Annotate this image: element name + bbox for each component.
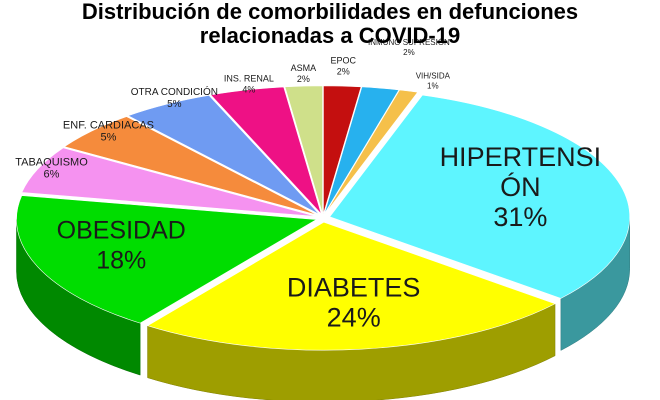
pie-slice-10 (324, 89, 419, 215)
pie-sides (16, 216, 630, 400)
chart-title: Distribución de comorbilidades en defunc… (0, 0, 660, 48)
slice-value-label-7: 2% (297, 74, 310, 84)
pie-slice-5 (127, 95, 320, 215)
slice-value-label-8: 2% (337, 66, 350, 76)
chart-title-line-1: Distribución de comorbilidades en defunc… (81, 0, 579, 24)
pie-slice-9 (324, 86, 400, 215)
slice-value-label-1: 24% (327, 302, 381, 332)
pie-slice-7 (284, 85, 323, 214)
slice-value-label-6: 4% (242, 84, 255, 94)
slice-name-label-1: DIABETES (287, 272, 421, 302)
slice-value-label-10: 1% (427, 82, 439, 91)
slice-name-label-5: OTRA CONDICIÓN (131, 85, 218, 98)
slice-value-label-2: 18% (96, 246, 146, 274)
slice-value-label-4: 5% (101, 131, 117, 143)
slice-name-label-2: OBESIDAD (57, 216, 186, 244)
slice-name-label-10: VIH/SIDA (416, 72, 451, 81)
pie-slice-6 (210, 86, 322, 215)
pie-slice-2 (16, 195, 318, 324)
slice-name-label-0: ÓN (500, 171, 541, 202)
chart-title-line-2: relacionadas a COVID-19 (199, 23, 461, 48)
pie-slice-0 (329, 94, 630, 299)
pie-tops (16, 85, 630, 351)
pie-slice-3 (21, 147, 317, 217)
pie-slice-4 (63, 116, 318, 216)
pie-slice-1 (146, 221, 556, 351)
slice-value-label-9: 2% (403, 48, 415, 57)
slice-name-label-7: ASMA (291, 63, 317, 73)
slice-name-label-8: EPOC (330, 55, 356, 65)
slice-name-label-0: HIPERTENSI (440, 142, 602, 172)
slice-value-label-0: 31% (493, 202, 547, 232)
slice-name-label-3: TABAQUISMO (15, 157, 88, 169)
slice-name-label-4: ENF. CARDIACAS (63, 119, 154, 131)
pie-slice-8 (323, 85, 362, 214)
slice-value-label-3: 6% (44, 169, 60, 181)
slice-name-label-6: INS. RENAL (224, 73, 274, 83)
slice-value-label-5: 5% (167, 99, 182, 110)
slice-name-label-9: INMUNO SUPRESIÓN (368, 38, 450, 47)
